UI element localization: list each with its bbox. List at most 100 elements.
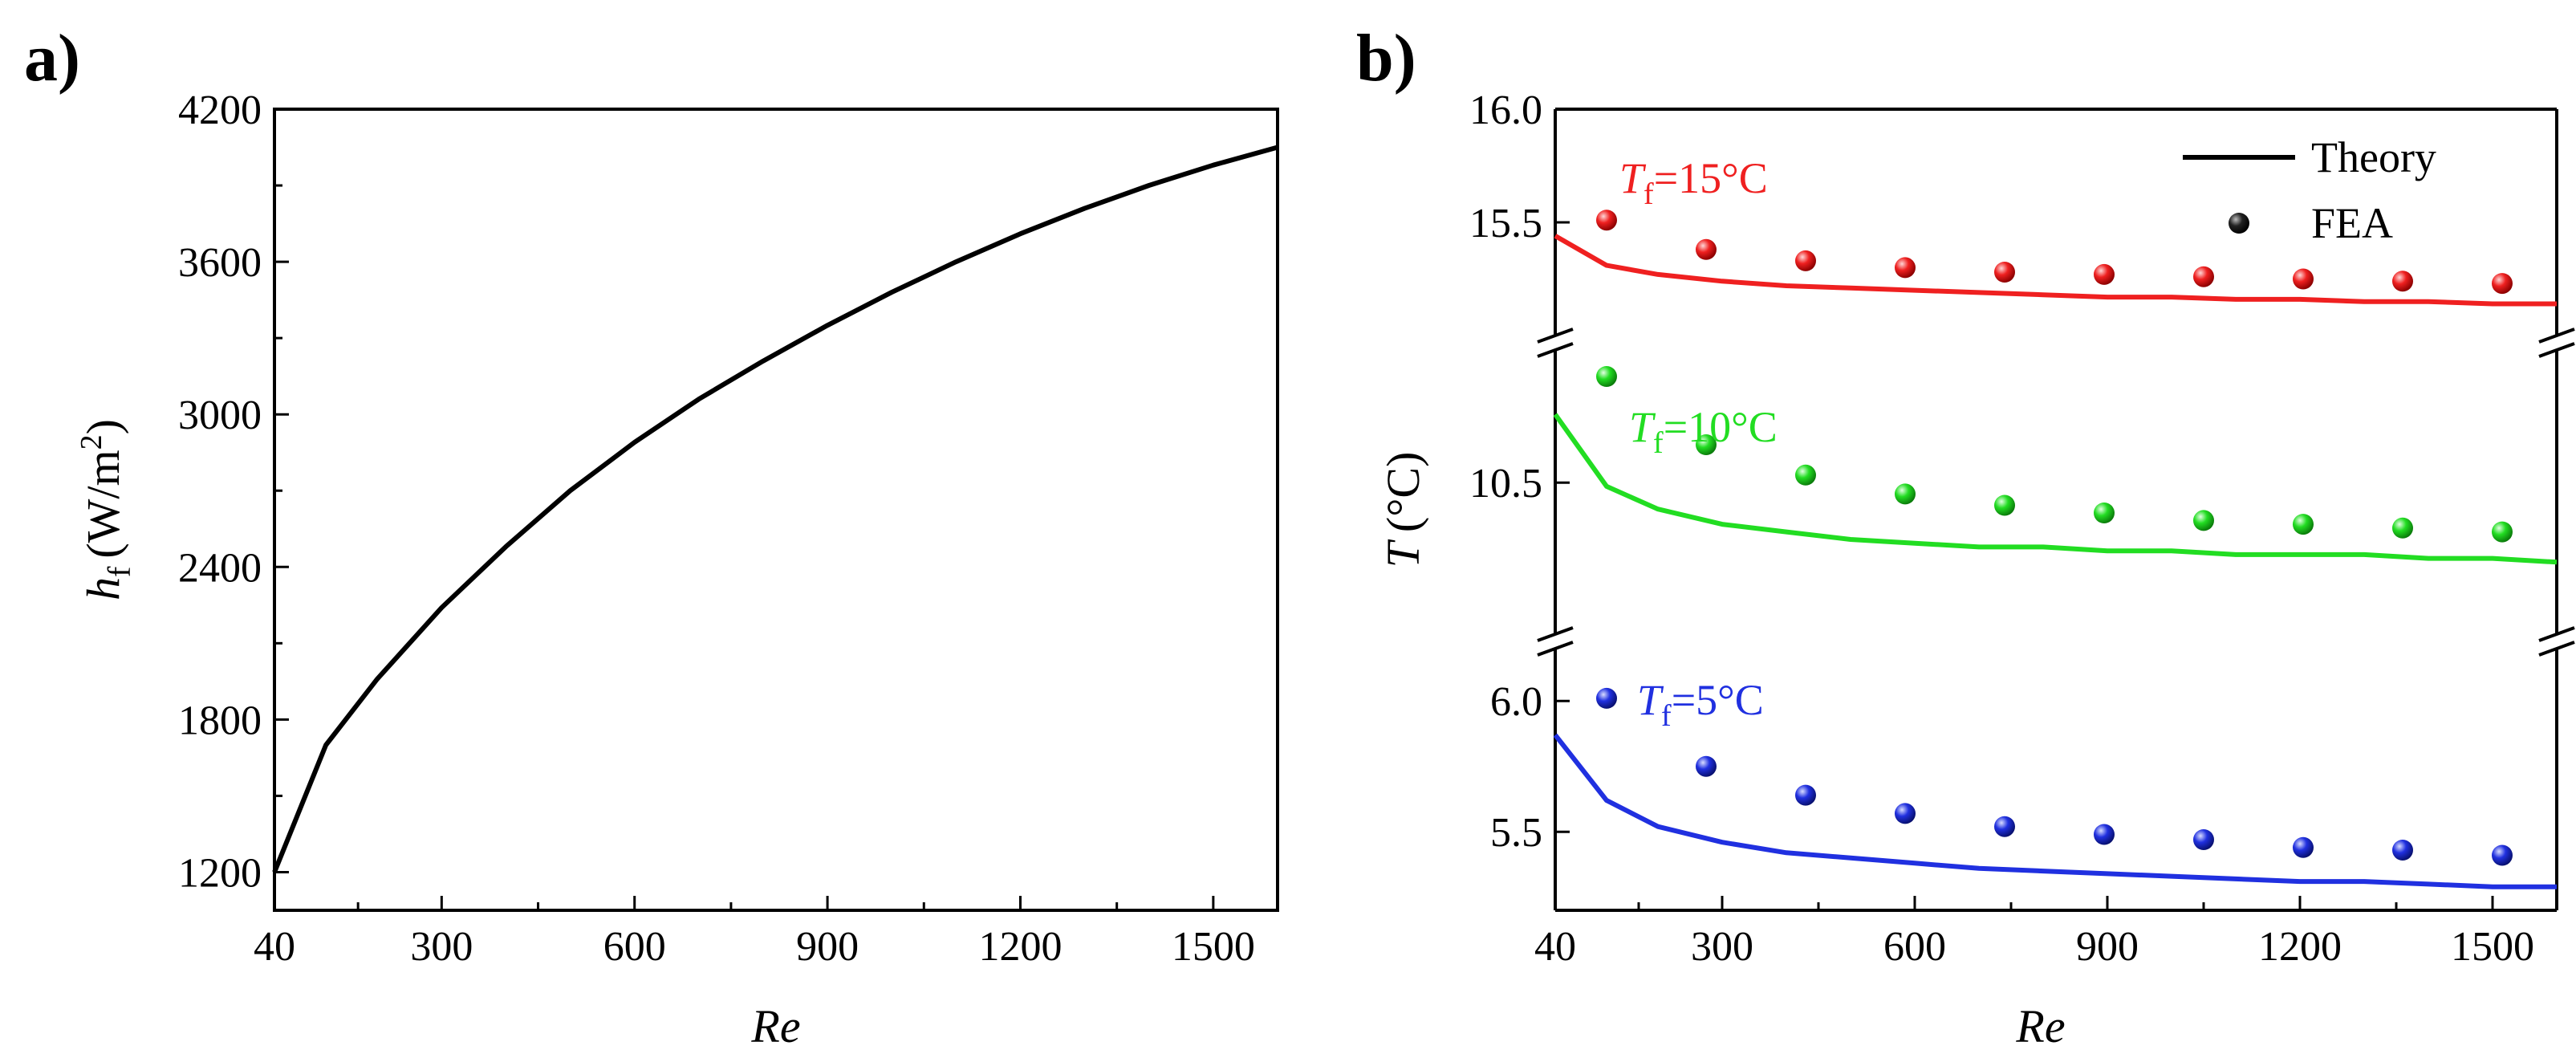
panel-b-xticks: 40 300 600 900 1200 1500 (1534, 896, 2534, 970)
b-theory-line (1553, 733, 2557, 889)
b-axis-break (2538, 626, 2575, 642)
b-ytick-label: 5.5 (1490, 810, 1542, 856)
b-fea-point (2392, 840, 2413, 861)
a-ytick-label: 3000 (178, 393, 262, 438)
panel-b-ylabel-unit: (°C) (1377, 452, 1429, 533)
b-ytick-label: 15.5 (1469, 201, 1542, 246)
b-fea-point (2193, 266, 2214, 287)
b-fea-point (2492, 521, 2513, 543)
b-annotation-value: =5°C (1672, 676, 1764, 724)
b-fea-point (2193, 510, 2214, 531)
b-axis-break (1537, 641, 1574, 657)
panel-a-ylabel-close: ) (77, 419, 129, 434)
b-axis-break (1537, 342, 1574, 358)
b-annotation-sub: f (1661, 699, 1672, 733)
b-xtick-label: 300 (1691, 924, 1753, 970)
b-annotation-value: =10°C (1664, 403, 1778, 451)
b-fea-point (2492, 273, 2513, 295)
b-annotation-symbol: T (1629, 403, 1656, 451)
b-xtick-label: 600 (1883, 924, 1946, 970)
panel-a-ylabel: hf (W/m2) (75, 419, 137, 600)
legend-theory-label: Theory (2311, 133, 2436, 181)
b-fea-point (2392, 517, 2413, 539)
b-annotation: Tf=10°C (1629, 403, 1778, 460)
b-axis-break (1537, 328, 1574, 344)
b-fea-point (1596, 366, 1617, 387)
b-annotation-sub: f (1644, 177, 1654, 211)
b-fea-point (2293, 836, 2314, 858)
b-xtick-label: 40 (1534, 924, 1576, 970)
panel-a-ylabel-symbol: h (77, 577, 129, 600)
a-xtick-label: 1500 (1172, 924, 1255, 970)
b-fea-point (1795, 250, 1816, 271)
panel-b: 40 300 600 900 1200 1500 15.5 16.0 10.5 5.5 6.0 T… (1377, 87, 2575, 1052)
b-fea-point (2293, 514, 2314, 535)
b-fea-point (1895, 257, 1916, 279)
b-fea-point (1596, 210, 1617, 231)
b-axis-break (2538, 342, 2575, 358)
b-axis-break (1537, 626, 1574, 642)
b-annotation-symbol: T (1619, 154, 1647, 202)
b-ytick-label: 16.0 (1469, 87, 1542, 133)
panel-a-xticks: 40 300 600 900 1200 1500 (254, 896, 1255, 970)
b-ytick-label: 10.5 (1469, 461, 1542, 507)
legend-fea-marker (2229, 213, 2249, 234)
a-xtick-label: 1200 (978, 924, 1062, 970)
b-fea-point (1895, 803, 1916, 824)
panel-b-annotations: Tf=15°CTf=10°CTf=5°C (1619, 154, 1778, 733)
panel-a-label: a) (24, 21, 80, 96)
b-axis-break (2538, 641, 2575, 657)
panel-b-ylabel: T (°C) (1377, 452, 1429, 568)
a-xtick-label: 900 (796, 924, 859, 970)
panel-a-ylabel-sup: 2 (75, 434, 108, 450)
b-annotation: Tf=15°C (1619, 154, 1768, 211)
b-xtick-label: 1500 (2451, 924, 2534, 970)
b-annotation: Tf=5°C (1637, 676, 1764, 733)
panel-a-ylabel-unit: (W/m (77, 450, 129, 558)
b-ytick-label: 6.0 (1490, 679, 1542, 725)
b-fea-point (1795, 784, 1816, 806)
a-xtick-label: 40 (254, 924, 295, 970)
a-series-line (272, 144, 1278, 873)
b-fea-point (2094, 824, 2115, 845)
b-fea-point (2094, 503, 2115, 523)
b-axis-break (2538, 328, 2575, 344)
legend-fea-label: FEA (2311, 199, 2393, 247)
a-ytick-label: 3600 (178, 240, 262, 286)
b-fea-point (2293, 268, 2314, 290)
b-annotation-sub: f (1653, 426, 1664, 460)
panel-a-yticks: 1200 1800 2400 3000 3600 4200 (178, 87, 289, 896)
panel-b-ylabel-symbol: T (1377, 539, 1429, 568)
b-xtick-label: 1200 (2258, 924, 2342, 970)
panel-a-xlabel: Re (750, 1000, 800, 1052)
panel-b-yticks: 15.5 16.0 10.5 5.5 6.0 (1469, 87, 1570, 856)
b-theory-line (1553, 413, 2558, 565)
a-xtick-label: 600 (603, 924, 666, 970)
b-annotation-value: =15°C (1654, 154, 1768, 202)
b-xtick-label: 900 (2076, 924, 2139, 970)
panel-b-xlabel: Re (2015, 1000, 2065, 1052)
b-fea-point (1994, 262, 2015, 283)
panel-a-plot (272, 144, 1278, 873)
a-ytick-label: 2400 (178, 545, 262, 591)
b-fea-point (1895, 483, 1916, 505)
b-fea-point (1696, 238, 1717, 260)
b-annotation-symbol: T (1637, 676, 1664, 724)
a-ytick-label: 1200 (178, 850, 262, 896)
panel-b-label: b) (1356, 21, 1416, 96)
b-fea-point (2094, 263, 2115, 285)
b-fea-point (1994, 816, 2015, 837)
b-fea-point (1994, 494, 2015, 516)
a-xtick-label: 300 (410, 924, 473, 970)
b-fea-point (1696, 434, 1717, 455)
panel-a-ylabel-sub: f (101, 566, 137, 577)
b-fea-point (2492, 844, 2513, 866)
b-fea-point (1696, 755, 1717, 777)
legend: Theory FEA (2183, 133, 2436, 247)
b-fea-point (1795, 464, 1816, 486)
a-ytick-label: 1800 (178, 698, 262, 743)
a-ytick-label: 4200 (178, 87, 262, 133)
panel-b-frame (1537, 108, 2575, 912)
b-fea-point (2392, 271, 2413, 292)
